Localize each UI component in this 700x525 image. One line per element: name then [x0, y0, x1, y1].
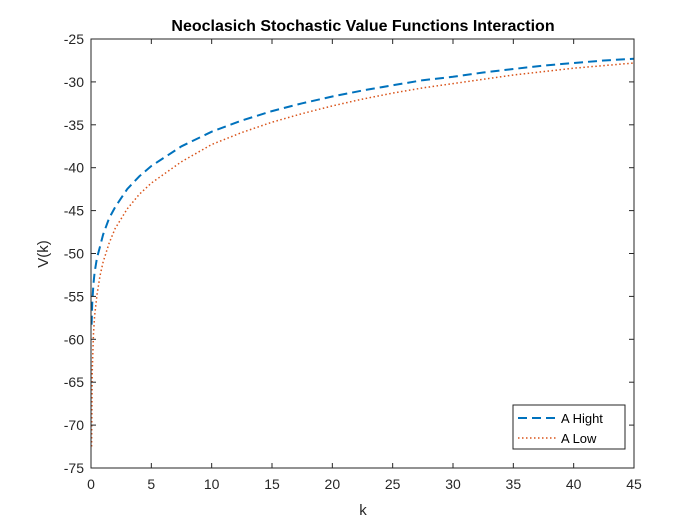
y-tick-label: -50 — [64, 246, 84, 262]
x-tick-label: 30 — [445, 476, 461, 492]
y-axis-ticks: -25 -30 -35 -40 -45 -50 -55 -60 -65 -70 -75 — [64, 31, 634, 476]
x-tick-label: 25 — [385, 476, 401, 492]
legend: A Hight A Low — [512, 404, 626, 450]
x-tick-label: 10 — [204, 476, 220, 492]
y-tick-label: -65 — [64, 374, 84, 390]
x-axis-ticks: 0 5 10 15 20 25 30 35 40 45 — [87, 39, 642, 492]
x-tick-label: 5 — [147, 476, 155, 492]
legend-box — [512, 404, 626, 450]
y-tick-label: -75 — [64, 460, 84, 476]
legend-label-a-hight: A Hight — [561, 411, 603, 426]
plot-area — [91, 39, 634, 468]
y-tick-label: -45 — [64, 203, 84, 219]
legend-label-a-low: A Low — [561, 431, 597, 446]
series-line-a-hight — [90, 57, 635, 325]
series-layer — [90, 57, 635, 447]
y-tick-label: -30 — [64, 74, 84, 90]
x-tick-label: 0 — [87, 476, 95, 492]
x-tick-label: 40 — [566, 476, 582, 492]
y-tick-label: -40 — [64, 160, 84, 176]
y-axis-label: V(k) — [35, 240, 52, 268]
y-tick-label: -55 — [64, 288, 84, 304]
x-tick-label: 15 — [264, 476, 280, 492]
y-tick-label: -25 — [64, 31, 84, 47]
y-tick-label: -60 — [64, 331, 84, 347]
x-tick-label: 45 — [626, 476, 642, 492]
x-tick-label: 35 — [506, 476, 522, 492]
x-axis-label: k — [359, 502, 367, 519]
chart-title: Neoclasich Stochastic Value Functions In… — [171, 18, 554, 35]
y-tick-label: -70 — [64, 417, 84, 433]
y-tick-label: -35 — [64, 117, 84, 133]
x-tick-label: 20 — [325, 476, 341, 492]
